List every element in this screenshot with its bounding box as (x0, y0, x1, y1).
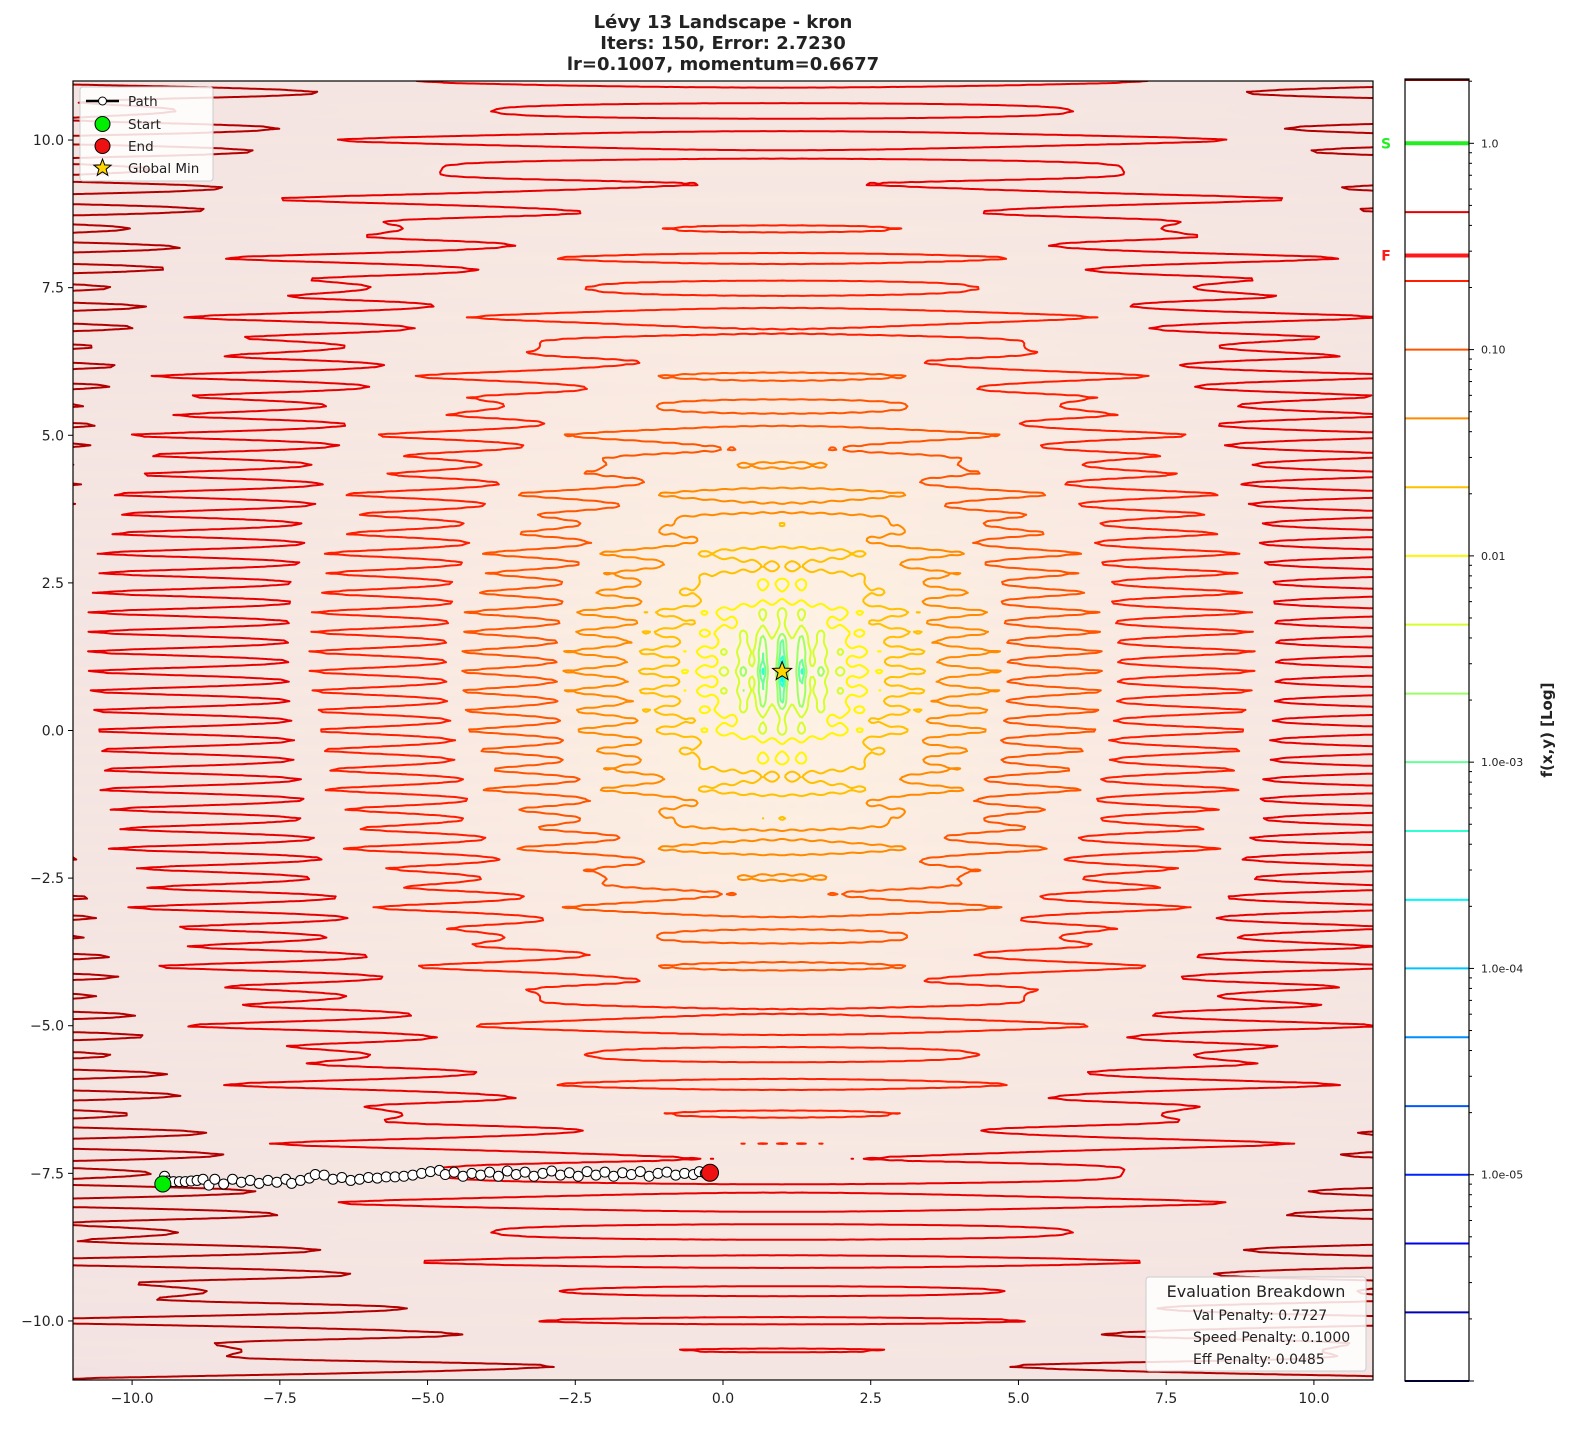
x-tick-label: −7.5 (263, 1391, 297, 1407)
path-point (327, 1173, 339, 1185)
path-point (407, 1169, 419, 1181)
y-tick-label: −5.0 (30, 1019, 64, 1035)
start-marker (154, 1175, 172, 1193)
x-tick-label: 0.0 (712, 1391, 734, 1407)
path-point (466, 1167, 478, 1179)
contour-level-12 (680, 577, 884, 766)
path-point (634, 1166, 646, 1178)
colorbar-frame (1404, 78, 1470, 1382)
speed-penalty: Speed Penalty: 0.1000 (1193, 1330, 1350, 1346)
y-tick-label: 2.5 (42, 576, 64, 592)
x-tick-label: 2.5 (860, 1391, 882, 1407)
x-tick-label: −2.5 (558, 1391, 592, 1407)
title-line-3: lr=0.1007, momentum=0.6677 (567, 54, 879, 75)
legend-label-path: Path (128, 94, 158, 110)
legend: Path Start End Global Min (79, 86, 214, 182)
colorbar-label: f(x,y) [Log] (1538, 683, 1556, 778)
y-tick-label: 10.0 (33, 133, 64, 149)
colorbar-tick-label: 1.0e-04 (1481, 962, 1523, 975)
x-tick-label: −5.0 (411, 1391, 445, 1407)
path-point (416, 1167, 428, 1179)
contour-level-13 (638, 521, 927, 821)
legend-label-start: Start (128, 117, 161, 133)
title-line-1: Lévy 13 Landscape - kron (594, 12, 853, 33)
y-axis: 10.0 7.5 5.0 2.5 0.0 −2.5 −5.0 −7.5 −10.0 (21, 133, 73, 1330)
contour-level-17 (87, 81, 1373, 1354)
y-tick-label: 7.5 (42, 281, 64, 297)
y-tick-label: 0.0 (42, 724, 64, 740)
path-point (318, 1169, 330, 1181)
colorbar-tick-label: 1.0 (1481, 137, 1499, 150)
colorbar-markers: SF (1381, 136, 1469, 264)
contour-level-16 (308, 224, 1256, 1145)
colorbar-tick-label: 1.0e-05 (1481, 1169, 1523, 1182)
title-line-2: Iters: 150, Error: 2.7230 (600, 33, 845, 54)
legend-start-marker (94, 116, 111, 132)
colorbar-marker-label: S (1381, 136, 1391, 152)
contour-level-10 (739, 632, 825, 710)
path-point (354, 1173, 366, 1185)
legend-box (79, 86, 214, 182)
eff-penalty: Eff Penalty: 0.0485 (1193, 1352, 1325, 1368)
end-marker (701, 1163, 719, 1182)
evaluation-box: Evaluation Breakdown Val Penalty: 0.7727… (1145, 1276, 1367, 1372)
path-point (617, 1167, 629, 1179)
y-tick-label: −7.5 (30, 1166, 64, 1182)
path-point (262, 1174, 274, 1186)
chart-title: Lévy 13 Landscape - kron Iters: 150, Err… (567, 12, 879, 75)
legend-label-global-min: Global Min (128, 161, 199, 177)
val-penalty: Val Penalty: 0.7727 (1193, 1308, 1327, 1324)
path-point (492, 1170, 504, 1182)
contour-level-14 (562, 460, 1002, 883)
colorbar: SF 1.00.100.011.0e-031.0e-041.0e-05 f(x,… (1381, 78, 1556, 1382)
x-tick-label: −10.0 (111, 1391, 154, 1407)
axes-frame (72, 80, 1374, 1381)
path-point (599, 1166, 611, 1178)
path-point (519, 1166, 531, 1178)
contour-level-11 (718, 607, 846, 736)
y-tick-label: −10.0 (21, 1314, 64, 1330)
colorbar-body (1405, 79, 1469, 1381)
legend-label-end: End (128, 139, 154, 155)
colorbar-marker-label: F (1381, 248, 1391, 264)
y-tick-label: 5.0 (42, 428, 64, 444)
colorbar-tick-label: 1.0e-03 (1481, 756, 1523, 769)
optimization-path (154, 660, 793, 1193)
contour-level-15 (461, 371, 1103, 972)
path-point (670, 1169, 682, 1181)
path-point (448, 1166, 460, 1178)
colorbar-ticks: 1.0 0.10 0.01 1.0e-03 1.0e-04 1.0e-05 (1469, 80, 1523, 1382)
y-tick-label: −2.5 (30, 871, 64, 887)
x-tick-label: 5.0 (1007, 1391, 1029, 1407)
legend-end-marker (94, 138, 111, 154)
background-heatmap (73, 81, 1373, 1380)
global-min-star-icon (771, 660, 793, 681)
evaluation-box-frame (1145, 1276, 1367, 1372)
legend-star-icon (92, 157, 113, 177)
colorbar-tick-label: 0.10 (1481, 344, 1506, 357)
legend-path-marker (98, 96, 107, 106)
colorbar-tick-label: 0.01 (1481, 550, 1506, 563)
evaluation-title: Evaluation Breakdown (1167, 1282, 1346, 1301)
x-tick-label: 10.0 (1298, 1391, 1329, 1407)
path-point (572, 1170, 584, 1182)
path-point (209, 1173, 221, 1185)
path-point (546, 1165, 558, 1177)
path-point (235, 1176, 247, 1188)
x-axis: −10.0 −7.5 −5.0 −2.5 0.0 2.5 5.0 7.5 10.0 (111, 1380, 1329, 1407)
x-tick-label: 7.5 (1155, 1391, 1177, 1407)
path-point (484, 1166, 496, 1178)
path-point (218, 1178, 230, 1190)
